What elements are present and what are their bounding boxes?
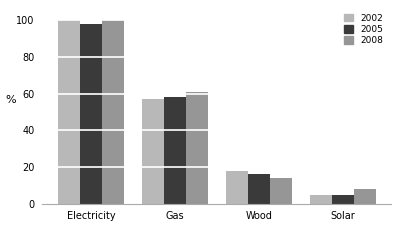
Bar <box>58 20 80 204</box>
Bar <box>164 97 186 204</box>
Bar <box>354 189 376 204</box>
Bar <box>142 99 164 204</box>
Bar <box>332 195 354 204</box>
Bar <box>80 24 102 204</box>
Bar <box>310 195 332 204</box>
Bar <box>270 178 292 204</box>
Bar <box>186 92 208 204</box>
Y-axis label: %: % <box>6 95 16 105</box>
Bar <box>226 171 248 204</box>
Bar <box>102 20 124 204</box>
Legend: 2002, 2005, 2008: 2002, 2005, 2008 <box>341 10 387 49</box>
Bar <box>248 174 270 204</box>
